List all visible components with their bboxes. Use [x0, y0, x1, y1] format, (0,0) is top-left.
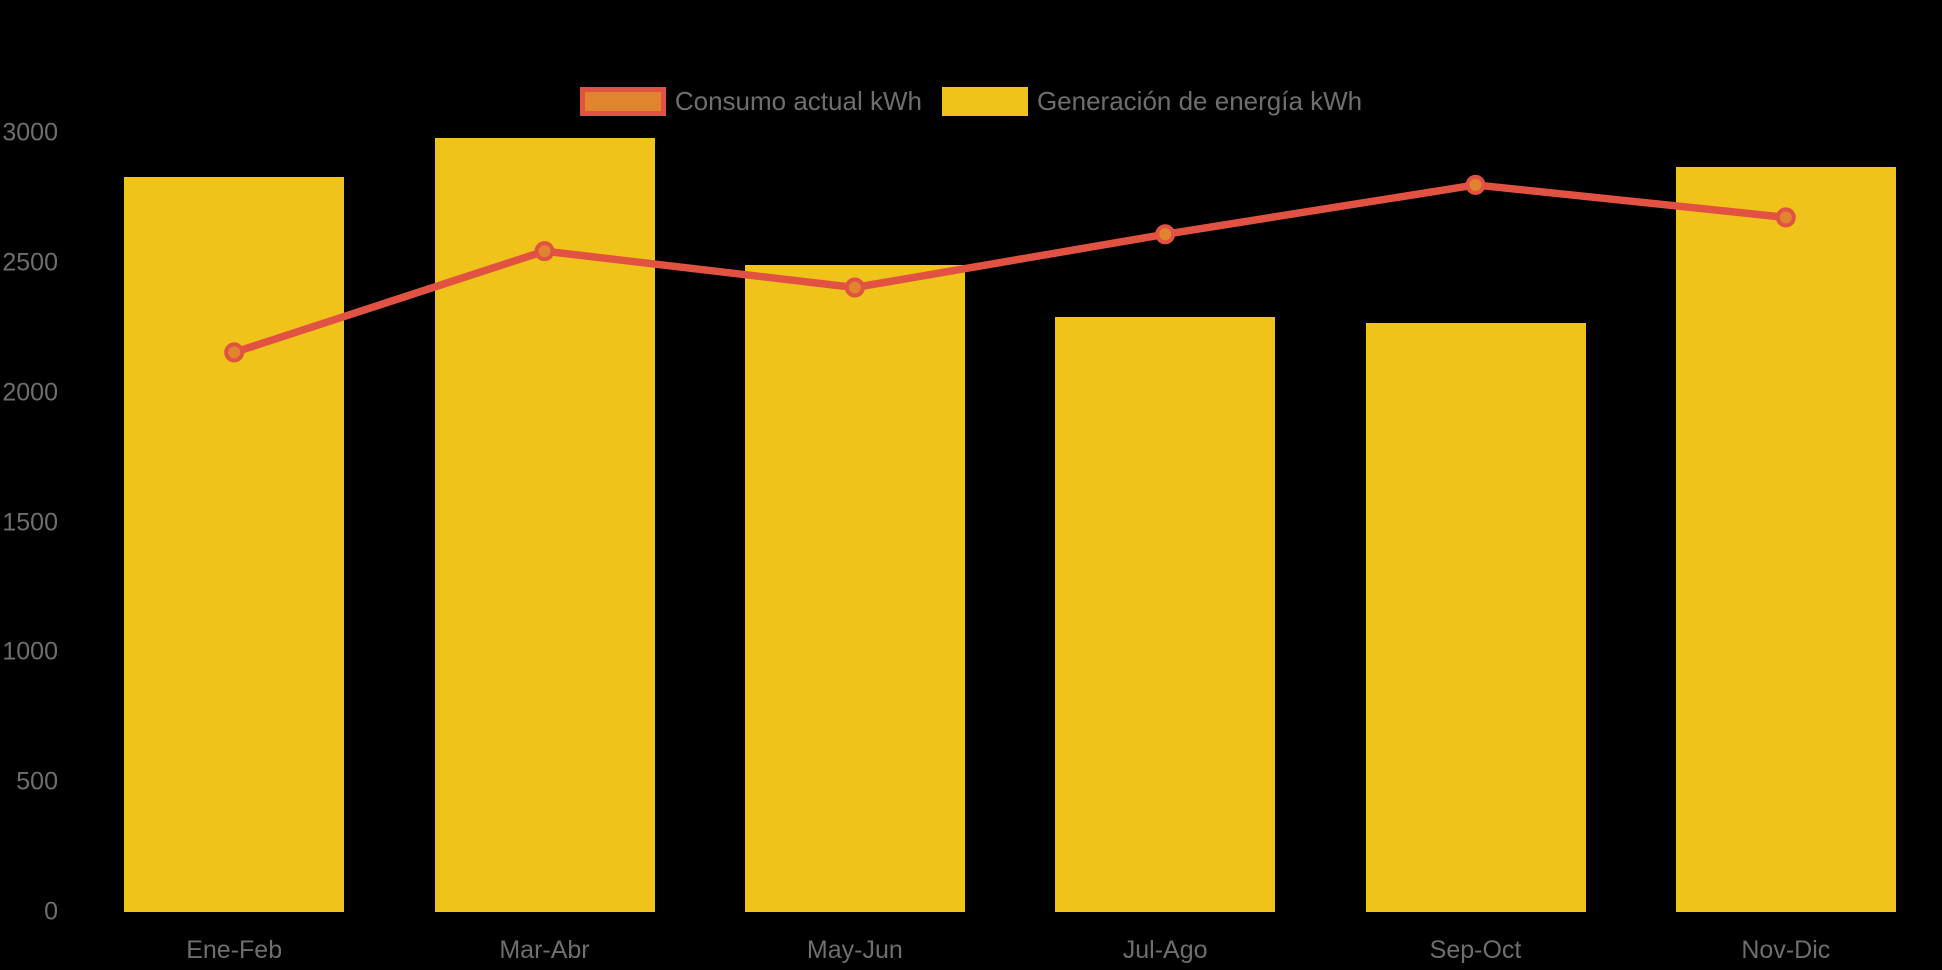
generacion-legend-label: Generación de energía kWh	[1036, 86, 1363, 116]
generacion-bar-Mar-Abr	[434, 138, 655, 912]
legend-item-consumo[interactable]: Consumo actual kWh	[579, 86, 922, 116]
generacion-bar-Nov-Dic	[1675, 166, 1896, 912]
y-axis-tick-label: 2500	[2, 248, 58, 277]
generacion-bar-Sep-Oct	[1365, 322, 1586, 912]
y-axis-tick-label: 0	[44, 897, 58, 926]
legend-item-generacion[interactable]: Generación de energía kWh	[941, 86, 1363, 116]
x-axis-category-label: Mar-Abr	[499, 936, 590, 964]
y-axis-tick-label: 500	[16, 767, 58, 796]
generacion-legend-swatch	[941, 87, 1028, 116]
x-axis-category-label: Nov-Dic	[1741, 936, 1831, 964]
y-axis-tick-label: 1500	[2, 508, 58, 536]
y-axis-tick-label: 2000	[2, 378, 58, 407]
x-axis-category-label: Sep-Oct	[1429, 936, 1522, 964]
x-axis-category-label: May-Jun	[806, 936, 903, 964]
generacion-bar-Jul-Ago	[1055, 317, 1276, 912]
consumo-legend-label: Consumo actual kWh	[674, 86, 922, 116]
x-axis-category-label: Jul-Ago	[1122, 936, 1208, 964]
y-axis-tick-label: 1000	[2, 637, 58, 666]
y-axis-tick-label: 3000	[2, 118, 58, 147]
consumo-legend-swatch	[579, 87, 666, 116]
generacion-bar-May-Jun	[744, 265, 965, 912]
x-axis-category-label: Ene-Feb	[186, 936, 283, 964]
consumo-data-point	[1465, 174, 1486, 195]
chart-legend: Consumo actual kWh Generación de energía…	[0, 87, 1942, 116]
generacion-bar-Ene-Feb	[124, 177, 345, 912]
consumo-data-point	[1155, 224, 1176, 245]
